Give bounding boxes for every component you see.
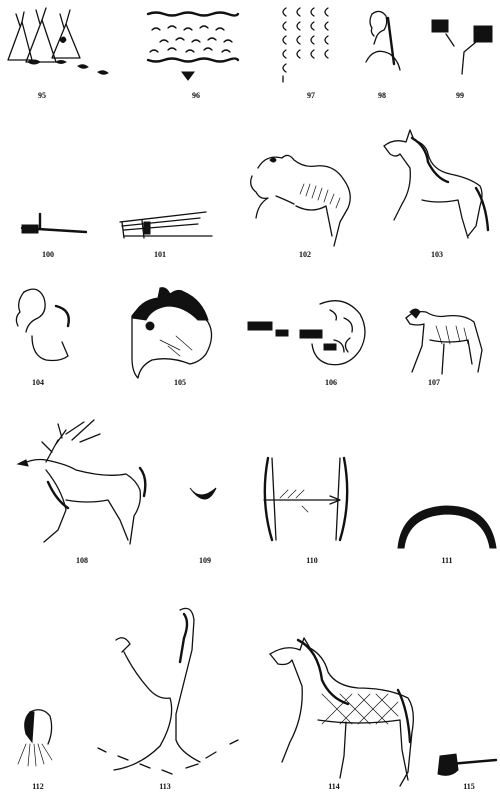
figure-number-103: 103 [431,250,443,259]
human-head-icon [365,10,401,71]
buffalo-icon [250,154,351,247]
gun-icon [20,212,88,234]
figure-number-96: 96 [192,91,200,100]
figure-number-99: 99 [456,91,464,100]
figure-number-110: 110 [306,556,318,565]
figure-number-111: 111 [441,556,453,565]
figure-number-100: 100 [42,250,54,259]
bent-figure-icon [15,288,70,362]
figure-number-108: 108 [76,556,88,565]
elk-icon [16,419,147,545]
horse-head-icon [131,287,213,379]
figure-number-113: 113 [159,782,171,791]
river-waves-icon [146,11,240,81]
figure-number-107: 107 [428,378,440,387]
figure-number-98: 98 [378,91,386,100]
figure-number-102: 102 [299,250,311,259]
figure-number-104: 104 [32,378,44,387]
running-man-icon [97,607,239,775]
figure-number-115: 115 [463,782,475,791]
bust-head-icon [17,709,53,767]
painted-horse-icon [269,637,414,787]
hatchet-icon [437,753,498,776]
figure-number-106: 106 [325,378,337,387]
horse-icon [383,129,490,239]
bows-and-arrow-icon [263,456,349,542]
crescent-moon-icon [189,487,217,500]
figure-number-95: 95 [38,91,46,100]
figure-number-101: 101 [154,250,166,259]
figure-number-105: 105 [174,378,186,387]
rainbow-arc-icon [397,505,497,549]
figure-number-112: 112 [32,782,44,791]
figure-number-109: 109 [199,556,211,565]
figure-number-97: 97 [307,91,315,100]
bundle-of-sticks-icon [119,211,213,239]
tracks-and-circle-icon [247,300,366,366]
flags-icon [431,19,493,75]
figure-number-114: 114 [328,782,340,791]
dog-icon [405,308,483,375]
moon-crescents-icon [282,7,329,83]
teepee-camp-icon [7,7,109,75]
